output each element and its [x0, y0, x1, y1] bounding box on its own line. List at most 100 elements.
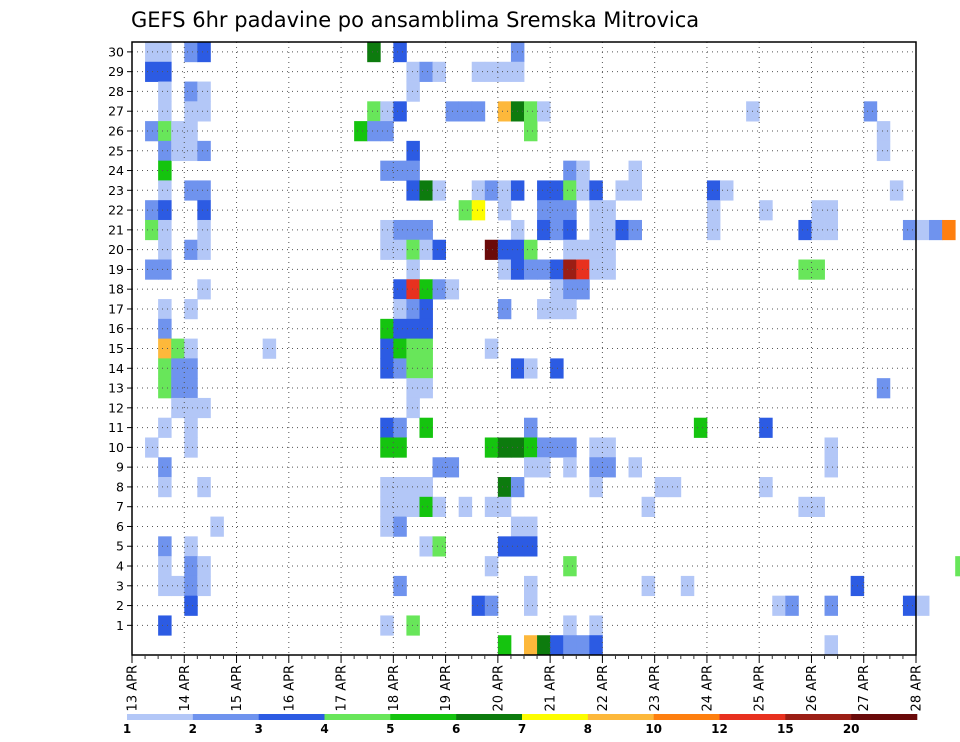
y-tick-label: 3: [116, 578, 124, 593]
heatmap-cell: [524, 437, 538, 458]
heatmap-cell: [497, 635, 512, 656]
y-tick-label: 5: [116, 539, 124, 554]
y-tick-label: 14: [108, 361, 124, 376]
heatmap-cell: [876, 121, 891, 142]
heatmap-cell: [145, 61, 159, 82]
y-tick-label: 25: [108, 143, 124, 158]
heatmap-cell: [197, 140, 211, 162]
y-tick-label: 19: [108, 262, 124, 277]
heatmap-cell: [550, 200, 564, 221]
legend-label: 12: [711, 722, 728, 736]
heatmap-cell: [458, 200, 473, 221]
heatmap-cell: [563, 200, 577, 221]
heatmap-cell: [367, 101, 381, 122]
heatmap-cell: [563, 219, 577, 241]
heatmap-cell: [497, 437, 512, 458]
heatmap-cell: [354, 121, 368, 142]
grid-lines: [132, 42, 916, 655]
heatmap-cell: [484, 556, 499, 577]
heatmap-cell: [158, 160, 172, 181]
heatmap-cell: [158, 457, 172, 478]
heatmap-cell: [145, 200, 159, 221]
heatmap-cell: [576, 259, 590, 280]
heatmap-cell: [563, 556, 577, 577]
heatmap-cell: [184, 42, 198, 63]
heatmap-cell: [158, 318, 172, 340]
heatmap-cell: [419, 219, 433, 241]
heatmap-cell: [393, 417, 407, 438]
heatmap-cell: [471, 180, 486, 201]
heatmap-cell: [406, 279, 420, 300]
legend-swatch: [587, 714, 654, 720]
y-tick-label: 6: [116, 519, 124, 534]
heatmap-cell: [811, 259, 825, 280]
heatmap-cell: [497, 496, 512, 517]
heatmap-cell: [393, 496, 407, 517]
heatmap-cell: [497, 239, 512, 260]
y-tick-label: 1: [116, 618, 124, 633]
heatmap-cell: [158, 615, 172, 636]
heatmap-cell: [876, 140, 891, 162]
heatmap-cell: [406, 378, 420, 399]
heatmap-cell: [563, 279, 577, 300]
legend-label: 20: [843, 722, 860, 736]
heatmap-cell: [393, 160, 407, 181]
heatmap-cell: [641, 496, 656, 517]
heatmap-cell: [184, 101, 198, 122]
heatmap-cell: [537, 200, 551, 221]
heatmap-cell: [158, 358, 172, 379]
heatmap-cell: [484, 338, 499, 359]
heatmap-cell: [197, 200, 211, 221]
legend-label: 6: [452, 722, 460, 736]
heatmap-cell: [184, 358, 198, 379]
heatmap-cell: [432, 279, 446, 300]
heatmap-cell: [550, 180, 564, 201]
heatmap-cell: [811, 200, 825, 221]
heatmap-cell: [158, 477, 172, 498]
heatmap-cell: [184, 121, 198, 142]
x-tick-label: 13 APR: [126, 665, 141, 711]
legend-swatch: [127, 714, 194, 720]
heatmap-cell: [497, 299, 512, 320]
x-tick-label: 20 APR: [491, 665, 506, 711]
heatmap-cell: [824, 437, 838, 458]
heatmap-cell: [419, 496, 433, 517]
heatmap-cell: [759, 477, 773, 498]
heatmap-cell: [497, 477, 512, 498]
heatmap-cell: [537, 635, 551, 656]
heatmap-cell: [158, 338, 172, 359]
x-tick-label: 21 APR: [544, 665, 559, 711]
heatmap-cell: [706, 180, 721, 201]
heatmap-cell: [197, 575, 211, 597]
heatmap-cell: [497, 101, 512, 122]
heatmap-cell: [693, 417, 708, 438]
x-tick-label: 18 APR: [387, 665, 402, 711]
heatmap-cell: [262, 338, 277, 359]
heatmap-cell: [550, 437, 564, 458]
heatmap-cell: [876, 378, 891, 399]
heatmap-cell: [563, 259, 577, 280]
heatmap-cell: [184, 417, 198, 438]
heatmap-cell: [550, 259, 564, 280]
axes: 1234567891011121314151617181920212223242…: [108, 41, 925, 711]
y-tick-label: 20: [108, 242, 124, 257]
legend-label: 10: [645, 722, 662, 736]
heatmap-cell: [158, 121, 172, 142]
legend-swatch: [324, 714, 391, 720]
y-tick-label: 26: [108, 123, 124, 138]
heatmap-cell: [484, 595, 499, 616]
heatmap-cell: [563, 615, 577, 636]
heatmap-cell: [158, 239, 172, 260]
heatmap-cell: [576, 635, 590, 656]
heatmap-cell: [524, 101, 538, 122]
y-tick-label: 15: [108, 341, 124, 356]
heatmap-cell: [406, 140, 420, 162]
heatmap-cell: [524, 595, 538, 616]
legend-label: 3: [254, 722, 262, 736]
heatmap-cell: [197, 239, 211, 260]
heatmap-cell: [759, 417, 773, 438]
heatmap-cell: [524, 358, 538, 379]
heatmap-cell: [197, 81, 211, 102]
heatmap-cell: [406, 299, 420, 320]
